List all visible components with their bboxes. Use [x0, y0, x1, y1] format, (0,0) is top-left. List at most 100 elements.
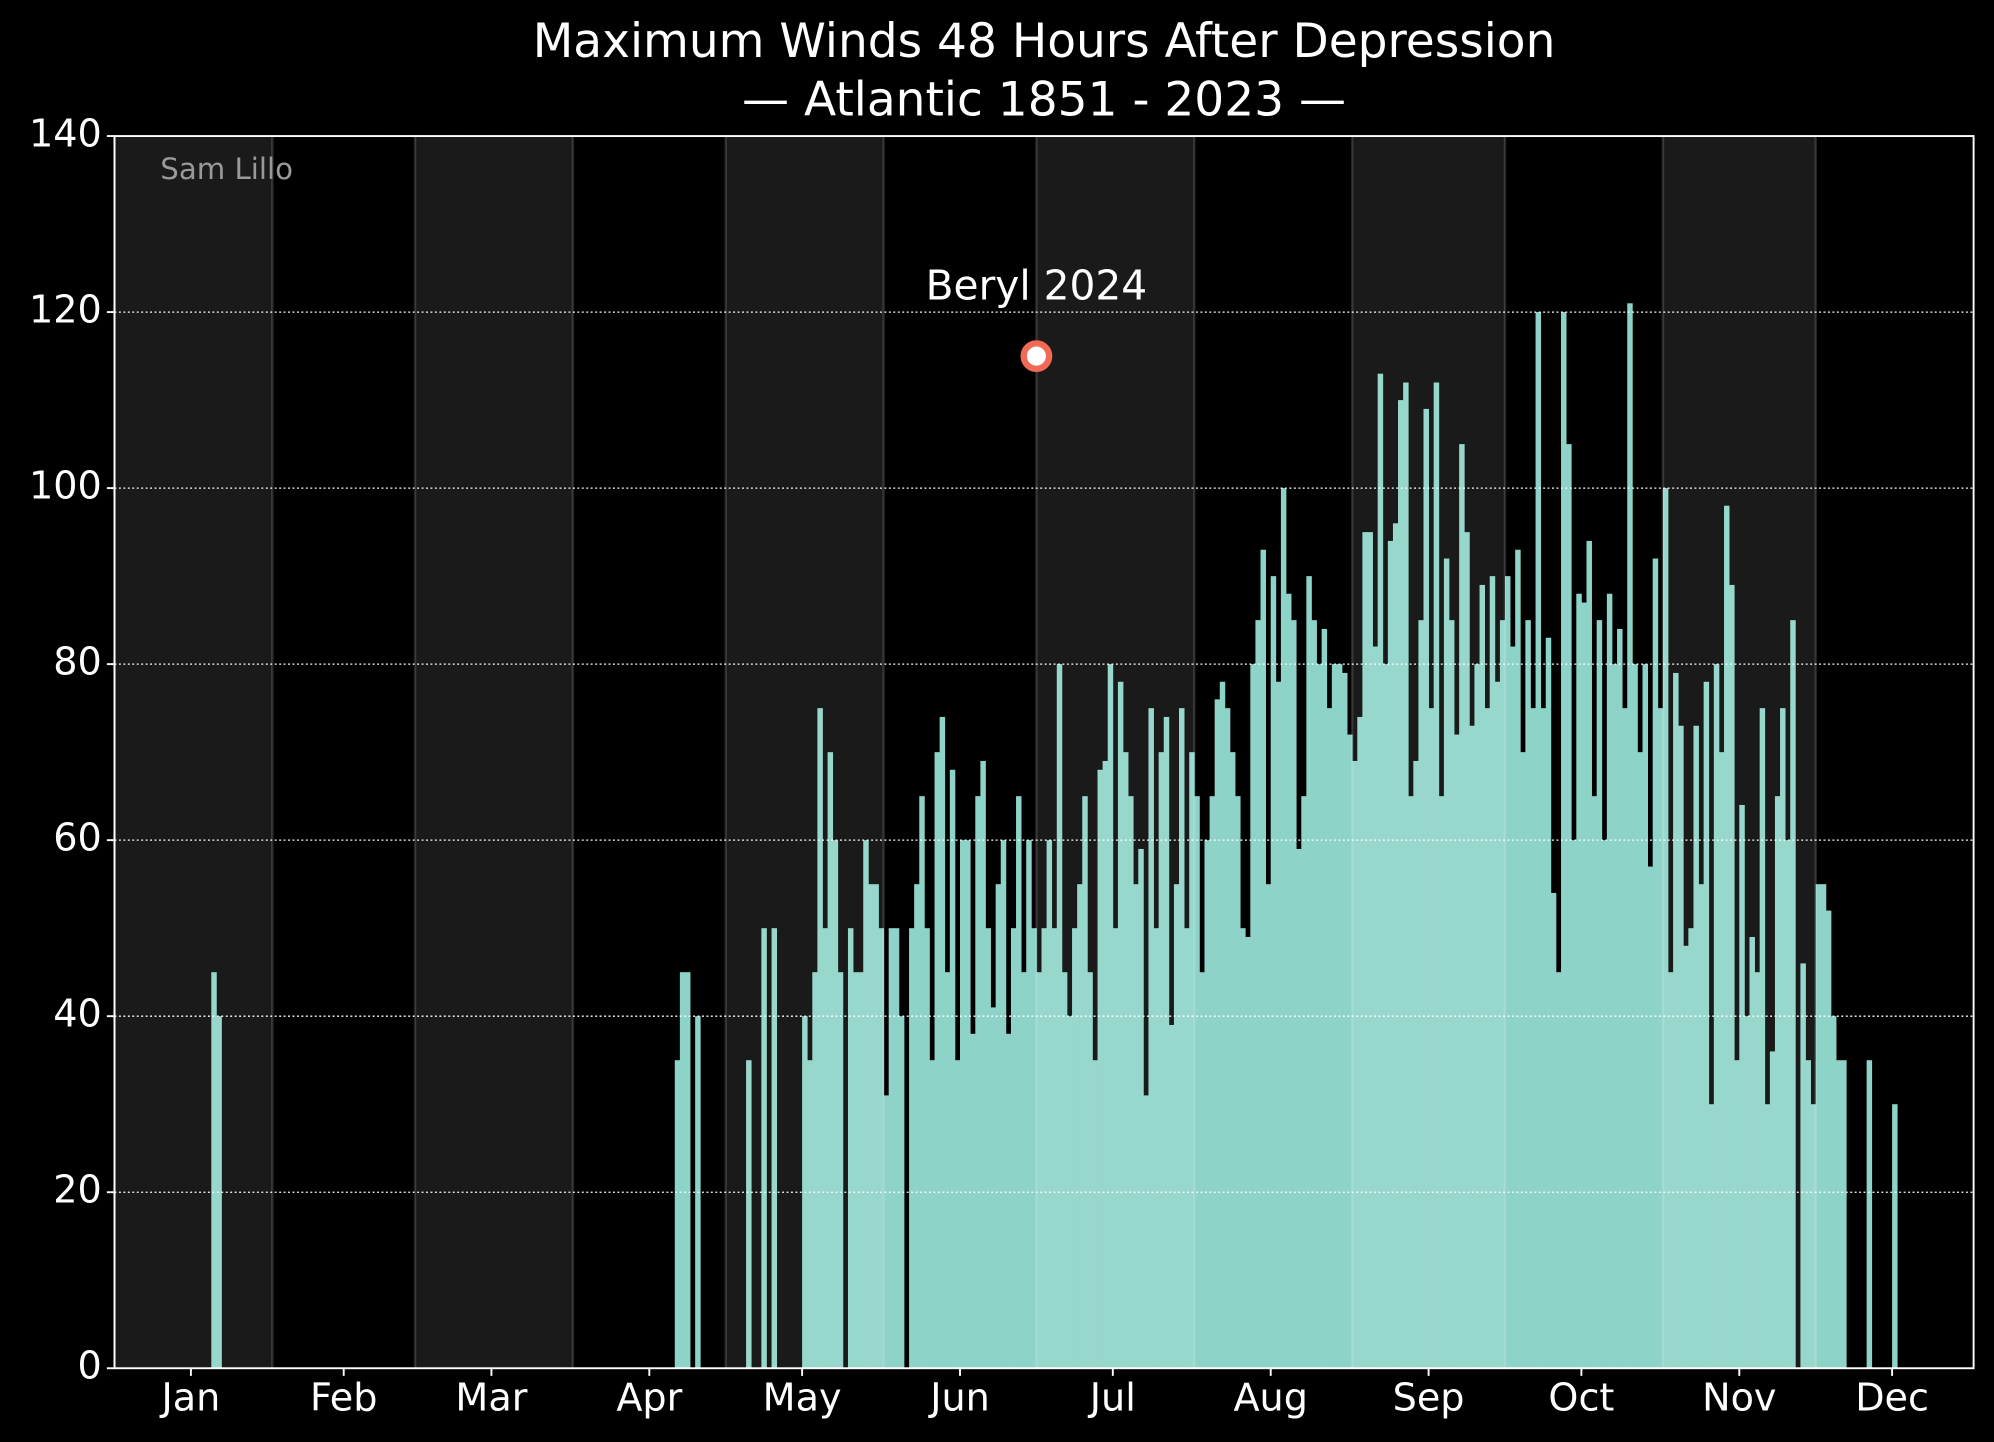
bar — [684, 972, 691, 1369]
bar — [1454, 734, 1460, 1369]
bar — [1759, 708, 1766, 1369]
bar — [1352, 760, 1358, 1369]
bar — [1250, 664, 1256, 1369]
bar — [812, 972, 818, 1369]
bar — [1825, 910, 1832, 1369]
bar — [1209, 796, 1216, 1369]
bar — [1673, 672, 1679, 1369]
bar — [1291, 620, 1297, 1369]
bar — [1066, 1016, 1073, 1369]
bar — [1342, 672, 1348, 1369]
bar — [847, 928, 854, 1369]
bar — [1077, 884, 1083, 1369]
bar — [990, 1007, 997, 1369]
bar — [1535, 312, 1542, 1369]
bar — [1510, 646, 1516, 1369]
bar — [909, 928, 915, 1369]
bar — [893, 928, 900, 1369]
bar — [1117, 681, 1124, 1369]
bar — [1525, 620, 1531, 1369]
bar — [1021, 972, 1027, 1369]
bar — [1774, 796, 1781, 1369]
bar — [1866, 1060, 1873, 1369]
bar — [1754, 972, 1761, 1369]
bar — [1667, 972, 1674, 1369]
bar — [1724, 505, 1730, 1369]
bar — [807, 1060, 813, 1369]
bar — [980, 760, 986, 1369]
bar — [1596, 620, 1603, 1369]
bar — [1841, 1060, 1847, 1369]
bar — [1785, 840, 1791, 1369]
y-tick-label: 0 — [78, 1344, 102, 1388]
bar — [1540, 708, 1547, 1369]
bar — [1637, 752, 1643, 1369]
x-tick-label: Feb — [310, 1376, 378, 1420]
bar — [873, 884, 879, 1369]
y-tick-label: 40 — [53, 992, 102, 1036]
bar — [1479, 584, 1486, 1369]
bar — [822, 928, 828, 1369]
bar — [919, 796, 925, 1369]
bar — [1357, 716, 1363, 1369]
bar — [1321, 628, 1328, 1369]
bar — [1555, 972, 1562, 1369]
bar — [761, 928, 767, 1369]
bar — [1372, 646, 1379, 1369]
bar — [1168, 1024, 1175, 1369]
bar — [1769, 1051, 1776, 1369]
y-tick-label: 20 — [53, 1168, 102, 1212]
bar — [1245, 936, 1251, 1369]
bar — [954, 1060, 961, 1369]
bar — [1296, 848, 1302, 1369]
bar — [1805, 1060, 1811, 1369]
bar — [679, 972, 686, 1369]
x-tick-label: Apr — [616, 1376, 682, 1420]
month-band — [1662, 136, 1816, 1369]
x-tick-label: Jan — [160, 1376, 221, 1420]
bar — [1729, 584, 1735, 1369]
bar — [1000, 840, 1007, 1369]
bar — [1683, 945, 1689, 1369]
month-band — [1352, 136, 1506, 1369]
bar — [1464, 532, 1470, 1369]
bar — [1072, 928, 1078, 1369]
bar — [1143, 1095, 1149, 1369]
bar — [827, 752, 834, 1369]
bar — [1428, 708, 1435, 1369]
credit: Sam Lillo — [160, 152, 293, 186]
y-tick-label: 60 — [53, 816, 102, 860]
bar — [1403, 382, 1409, 1369]
y-tick-label: 120 — [29, 288, 102, 332]
bar — [1515, 549, 1521, 1369]
bar — [1408, 796, 1414, 1369]
bar — [1235, 796, 1241, 1369]
x-tick-label: Jul — [1088, 1376, 1136, 1420]
bar — [1204, 840, 1210, 1369]
bar — [1810, 1104, 1817, 1369]
bar — [1545, 637, 1552, 1369]
bar — [878, 928, 884, 1369]
bar — [1815, 884, 1822, 1369]
bar — [1688, 928, 1694, 1369]
bar — [1708, 1104, 1715, 1369]
bar — [1026, 840, 1032, 1369]
bar — [1698, 884, 1705, 1369]
bar — [1398, 400, 1404, 1369]
bar — [1046, 840, 1053, 1369]
bar — [1622, 708, 1628, 1369]
bar — [1016, 796, 1022, 1369]
bar — [1484, 708, 1491, 1369]
bar — [1443, 558, 1450, 1369]
bar — [1561, 312, 1567, 1369]
bar — [211, 972, 217, 1369]
bar — [1214, 699, 1221, 1369]
bar — [1499, 620, 1506, 1369]
bar — [1764, 1104, 1771, 1369]
month-band — [415, 136, 573, 1369]
bar — [1423, 408, 1429, 1369]
bar — [1566, 444, 1572, 1369]
x-tick-label: May — [763, 1376, 842, 1420]
bar — [1260, 549, 1266, 1369]
